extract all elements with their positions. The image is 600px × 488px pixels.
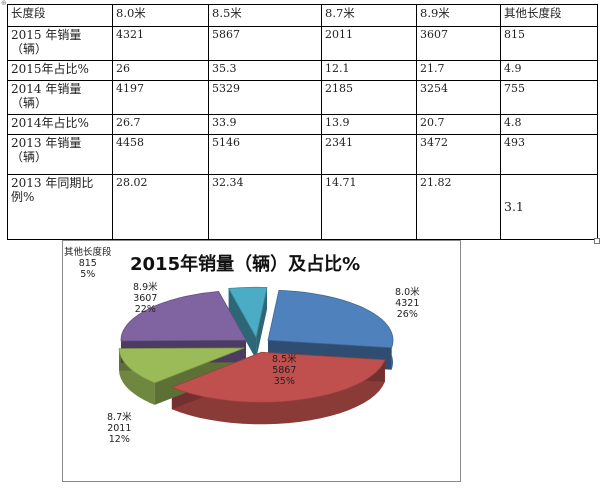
chart-title: 2015年销量（辆）及占比%: [130, 254, 361, 275]
slice-value: 3607: [133, 293, 158, 304]
table-cell: 5146: [208, 134, 322, 175]
row-label: 2013 年销量（辆）: [7, 134, 113, 175]
table-resize-handle[interactable]: [594, 238, 600, 244]
pie-slice[interactable]: [170, 351, 386, 403]
table-row: 2014 年销量（辆） 4197 5329 2185 3254 755: [7, 80, 598, 115]
table-cell: 493: [500, 134, 598, 175]
table-cell: 3472: [416, 134, 501, 175]
table-cell: 35.3: [208, 60, 322, 81]
table-cell: 13.9: [321, 114, 417, 135]
row-label: 2014 年销量（辆）: [7, 80, 113, 115]
row-label: 2014年占比%: [7, 114, 113, 135]
table-row: 2015年占比% 26 35.3 12.1 21.7 4.9: [7, 60, 598, 81]
slice-value: 815: [78, 258, 97, 269]
table-cell: 5329: [208, 80, 322, 115]
table-cell: 2185: [321, 80, 417, 115]
slice-value: 2011: [107, 423, 132, 434]
table-cell: 33.9: [208, 114, 322, 135]
table-move-handle[interactable]: ⊕: [1, 0, 7, 7]
slice-value: 4321: [395, 298, 420, 309]
table-cell: 4.8: [500, 114, 598, 135]
pie-slice[interactable]: [267, 289, 394, 349]
slice-percent: 12%: [108, 434, 130, 445]
row-label: 2015年占比%: [7, 60, 113, 81]
table-cell: 20.7: [416, 114, 501, 135]
slice-percent: 26%: [396, 309, 418, 320]
table-cell: 26.7: [112, 114, 209, 135]
table-cell: 26: [112, 60, 209, 81]
table-row: 2013 年同期比例% 28.02 32.34 14.71 21.82 3.1: [7, 174, 598, 240]
pie-chart: [118, 286, 394, 425]
table-cell: 28.02: [112, 174, 209, 240]
header-cell: 8.0米: [112, 4, 209, 27]
slice-label-8-0: 8.0米 4321 26%: [395, 287, 420, 320]
table-row: 2014年占比% 26.7 33.9 13.9 20.7 4.8: [7, 114, 598, 135]
sales-table: 长度段 8.0米 8.5米 8.7米 8.9米 其他长度段 2015 年销量（辆…: [7, 4, 598, 240]
pie-slice-side: [171, 359, 385, 425]
header-cell: 8.9米: [416, 4, 501, 27]
pie-slice-wall: [256, 287, 267, 360]
header-cell: 8.5米: [208, 4, 322, 27]
table-row: 2013 年销量（辆） 4458 5146 2341 3472 493: [7, 134, 598, 175]
slice-percent: 5%: [80, 269, 96, 280]
slice-label-8-7: 8.7米 2011 12%: [107, 412, 132, 445]
table-cell: 4197: [112, 80, 209, 115]
pie-slice-wall: [228, 288, 257, 360]
pie-slice[interactable]: [120, 290, 247, 342]
pie-slice[interactable]: [228, 286, 268, 339]
table-cell: 4321: [112, 26, 209, 61]
table-cell: 755: [500, 80, 598, 115]
slice-name: 8.0米: [395, 287, 420, 298]
table-cell: 14.71: [321, 174, 417, 240]
pie-slice-side: [119, 348, 155, 405]
header-cell: 其他长度段: [500, 4, 598, 27]
row-label: 2015 年销量（辆）: [7, 26, 113, 61]
table-cell: 3.1: [500, 174, 598, 240]
table-cell: 3607: [416, 26, 501, 61]
table-cell: 21.82: [416, 174, 501, 240]
table-cell: 5867: [208, 26, 322, 61]
table-cell: 815: [500, 26, 598, 61]
table-cell: 12.1: [321, 60, 417, 81]
table-cell: 21.7: [416, 60, 501, 81]
table-cell: 4458: [112, 134, 209, 175]
slice-name: 8.5米: [272, 354, 297, 365]
table-header-row: 长度段 8.0米 8.5米 8.7米 8.9米 其他长度段: [7, 4, 598, 27]
slice-value: 5867: [272, 365, 297, 376]
table-cell: 4.9: [500, 60, 598, 81]
table-cell: 2011: [321, 26, 417, 61]
slice-name: 8.9米: [133, 282, 158, 293]
slice-percent: 35%: [273, 376, 295, 387]
slice-label-8-5: 8.5米 5867 35%: [272, 354, 297, 387]
pie-slice[interactable]: [118, 347, 245, 384]
table-cell: 3254: [416, 80, 501, 115]
table-cell: 32.34: [208, 174, 322, 240]
slice-percent: 22%: [134, 304, 156, 315]
header-cell: 8.7米: [321, 4, 417, 27]
slice-label-other: 其他长度段 815 5%: [64, 247, 112, 280]
slice-name: 其他长度段: [64, 247, 112, 258]
header-cell: 长度段: [7, 4, 113, 27]
slice-name: 8.7米: [107, 412, 132, 423]
row-label: 2013 年同期比例%: [7, 174, 113, 240]
slice-label-8-9: 8.9米 3607 22%: [133, 282, 158, 315]
table-cell: 2341: [321, 134, 417, 175]
table-row: 2015 年销量（辆） 4321 5867 2011 3607 815: [7, 26, 598, 61]
